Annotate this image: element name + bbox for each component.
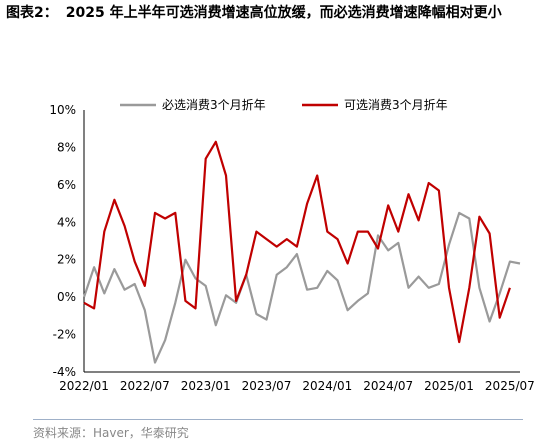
y-tick-label: 0% [57, 290, 76, 304]
x-tick-label: 2025/01 [424, 379, 474, 393]
source-rule [33, 419, 523, 420]
chart-title-prefix: 图表2： [6, 5, 58, 21]
y-tick-label: -2% [53, 328, 76, 342]
x-tick-label: 2025/07 [485, 379, 534, 393]
y-tick-label: 4% [57, 215, 76, 229]
y-tick-label: -4% [53, 365, 76, 379]
series-lines [82, 140, 521, 364]
y-tick-label: 2% [57, 253, 76, 267]
chart-title-text: 2025 年上半年可选消费增速高位放缓，而必选消费增速降幅相对更小 [65, 5, 502, 21]
x-tick-label: 2024/07 [363, 379, 413, 393]
legend-label-1: 可选消费3个月折年 [344, 97, 448, 112]
y-axis-ticks: 10% 8% 6% 4% 2% 0% -2% -4% [49, 103, 76, 379]
source-note: 资料来源：Haver，华泰研究 [33, 426, 189, 440]
legend: 必选消费3个月折年 可选消费3个月折年 [120, 97, 448, 112]
series-line-0 [82, 211, 521, 364]
y-tick-label: 10% [49, 103, 76, 117]
axes [83, 110, 520, 373]
x-tick-label: 2024/01 [302, 379, 352, 393]
series-line-1 [83, 140, 511, 344]
x-tick-label: 2023/01 [181, 379, 231, 393]
x-tick-label: 2022/07 [120, 379, 170, 393]
y-tick-label: 8% [57, 140, 76, 154]
x-axis-ticks: 2022/01 2022/07 2023/01 2023/07 2024/01 2024/… [59, 379, 534, 393]
x-tick-label: 2023/07 [242, 379, 292, 393]
y-tick-label: 6% [57, 178, 76, 192]
x-tick-label: 2022/01 [59, 379, 109, 393]
legend-label-0: 必选消费3个月折年 [162, 97, 266, 112]
chart-title: 图表2： 2025 年上半年可选消费增速高位放缓，而必选消费增速降幅相对更小 [6, 2, 528, 24]
